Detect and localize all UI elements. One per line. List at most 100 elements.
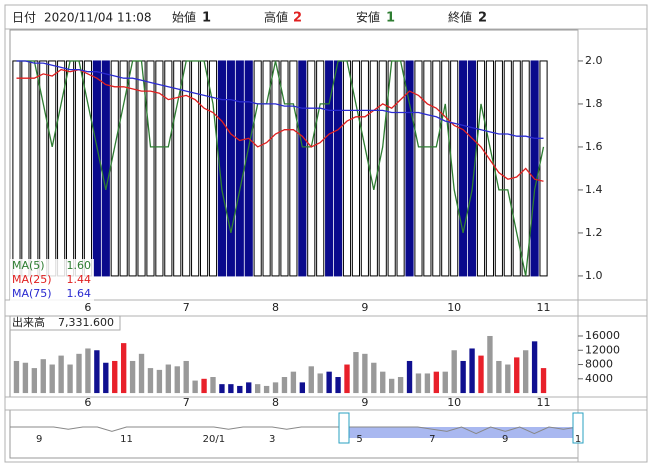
- candle-body: [30, 60, 39, 277]
- volume-bar: [299, 382, 306, 394]
- candle-body: [459, 60, 468, 277]
- volume-bar: [246, 382, 252, 394]
- candle-body: [164, 60, 173, 277]
- candle-body: [298, 60, 307, 277]
- candle-body: [450, 60, 459, 277]
- handle[interactable]: [338, 412, 350, 444]
- volume-bar: [58, 355, 64, 394]
- x-tick-label: 11: [537, 396, 551, 409]
- volume-bar: [174, 366, 180, 394]
- volume-bar: [31, 368, 38, 394]
- candle-body: [253, 60, 262, 277]
- volume-bar: [85, 348, 91, 394]
- volume-bar: [76, 353, 82, 394]
- y-tick-label: 8000: [585, 358, 613, 371]
- y-tick-label: 16000: [585, 329, 620, 342]
- x-tick-label: 11: [537, 301, 551, 314]
- nav-label: 3: [269, 434, 275, 445]
- candle-body: [146, 60, 155, 277]
- volume-bar: [344, 364, 350, 394]
- legend-bg: [10, 273, 94, 287]
- candle-body: [173, 60, 182, 277]
- high-label: 高値: [264, 10, 288, 25]
- x-tick-label: 9: [361, 396, 368, 409]
- close-value: 2: [478, 11, 487, 26]
- y-tick-label: 1.2: [585, 226, 603, 239]
- candle-body: [378, 60, 387, 277]
- volume-bar: [505, 364, 511, 394]
- volume-bar: [219, 384, 225, 394]
- y-tick-label: 12000: [585, 343, 620, 356]
- candle-body: [119, 60, 128, 277]
- candle-body: [414, 60, 423, 277]
- candle-body: [512, 60, 521, 277]
- x-tick-label: 8: [272, 301, 279, 314]
- navigator-line: [10, 426, 579, 435]
- volume-bar: [272, 382, 279, 394]
- volume-bar: [460, 360, 466, 394]
- date-value: 2020/11/04 11:08: [44, 11, 152, 25]
- volume-bar: [478, 355, 484, 394]
- candle-body: [244, 60, 253, 277]
- volume-bar: [156, 369, 163, 394]
- volume-bar: [237, 385, 243, 394]
- volume-label-bg: [9, 315, 121, 331]
- candle-body: [101, 60, 110, 277]
- candle-body: [208, 60, 218, 277]
- x-tick-label: 10: [447, 301, 461, 314]
- candle-body: [441, 60, 450, 277]
- volume-bar: [263, 385, 270, 394]
- candle-body: [423, 60, 432, 277]
- candle-body: [360, 60, 369, 277]
- nav-label: 9: [36, 434, 42, 445]
- candle-body: [110, 60, 119, 277]
- volume-bar: [281, 377, 288, 394]
- volume-bar: [380, 371, 386, 394]
- volume-bar: [335, 377, 341, 394]
- volume-bar: [496, 360, 502, 394]
- volume-bar: [317, 373, 323, 394]
- volume-bar: [103, 362, 109, 394]
- candle-body: [387, 60, 396, 277]
- handle[interactable]: [572, 412, 584, 444]
- candle-body: [226, 60, 235, 277]
- candle-body: [217, 60, 227, 277]
- legend-bg: [10, 287, 94, 301]
- candle-body: [137, 60, 146, 277]
- volume-bar: [353, 352, 359, 394]
- nav-label: 11: [120, 434, 133, 445]
- volume-bar: [290, 371, 297, 394]
- y-tick-label: 4000: [585, 372, 613, 385]
- volume-bar: [138, 353, 145, 394]
- candle-body: [316, 60, 325, 277]
- candle-body: [74, 60, 84, 277]
- volume-bar: [22, 362, 29, 394]
- volume-bar: [514, 357, 520, 394]
- candle-body: [199, 60, 209, 277]
- volume-value: 7,331.600: [58, 316, 114, 329]
- candle-body: [325, 60, 334, 277]
- volume-bar: [362, 353, 368, 394]
- volume-bar: [487, 335, 493, 394]
- volume-bar: [522, 350, 529, 394]
- candle-body: [530, 60, 539, 277]
- volume-bar: [406, 360, 413, 394]
- volume-bar: [388, 378, 395, 394]
- y-tick-label: 1.6: [585, 140, 603, 153]
- candle-body: [467, 60, 477, 277]
- volume-bar: [415, 373, 422, 394]
- candle-body: [351, 60, 361, 277]
- x-tick-label: 8: [272, 396, 279, 409]
- x-tick-label: 7: [183, 301, 190, 314]
- x-tick-label: 7: [183, 396, 190, 409]
- ma-line: [16, 60, 544, 139]
- candle-body: [280, 60, 289, 277]
- candle-body: [503, 60, 512, 277]
- candle-body: [333, 60, 343, 277]
- x-tick-label: 6: [84, 301, 91, 314]
- date-label: 日付: [12, 11, 36, 25]
- open-label: 始値: [172, 10, 196, 25]
- volume-bar: [67, 364, 73, 394]
- volume-bar: [201, 378, 207, 394]
